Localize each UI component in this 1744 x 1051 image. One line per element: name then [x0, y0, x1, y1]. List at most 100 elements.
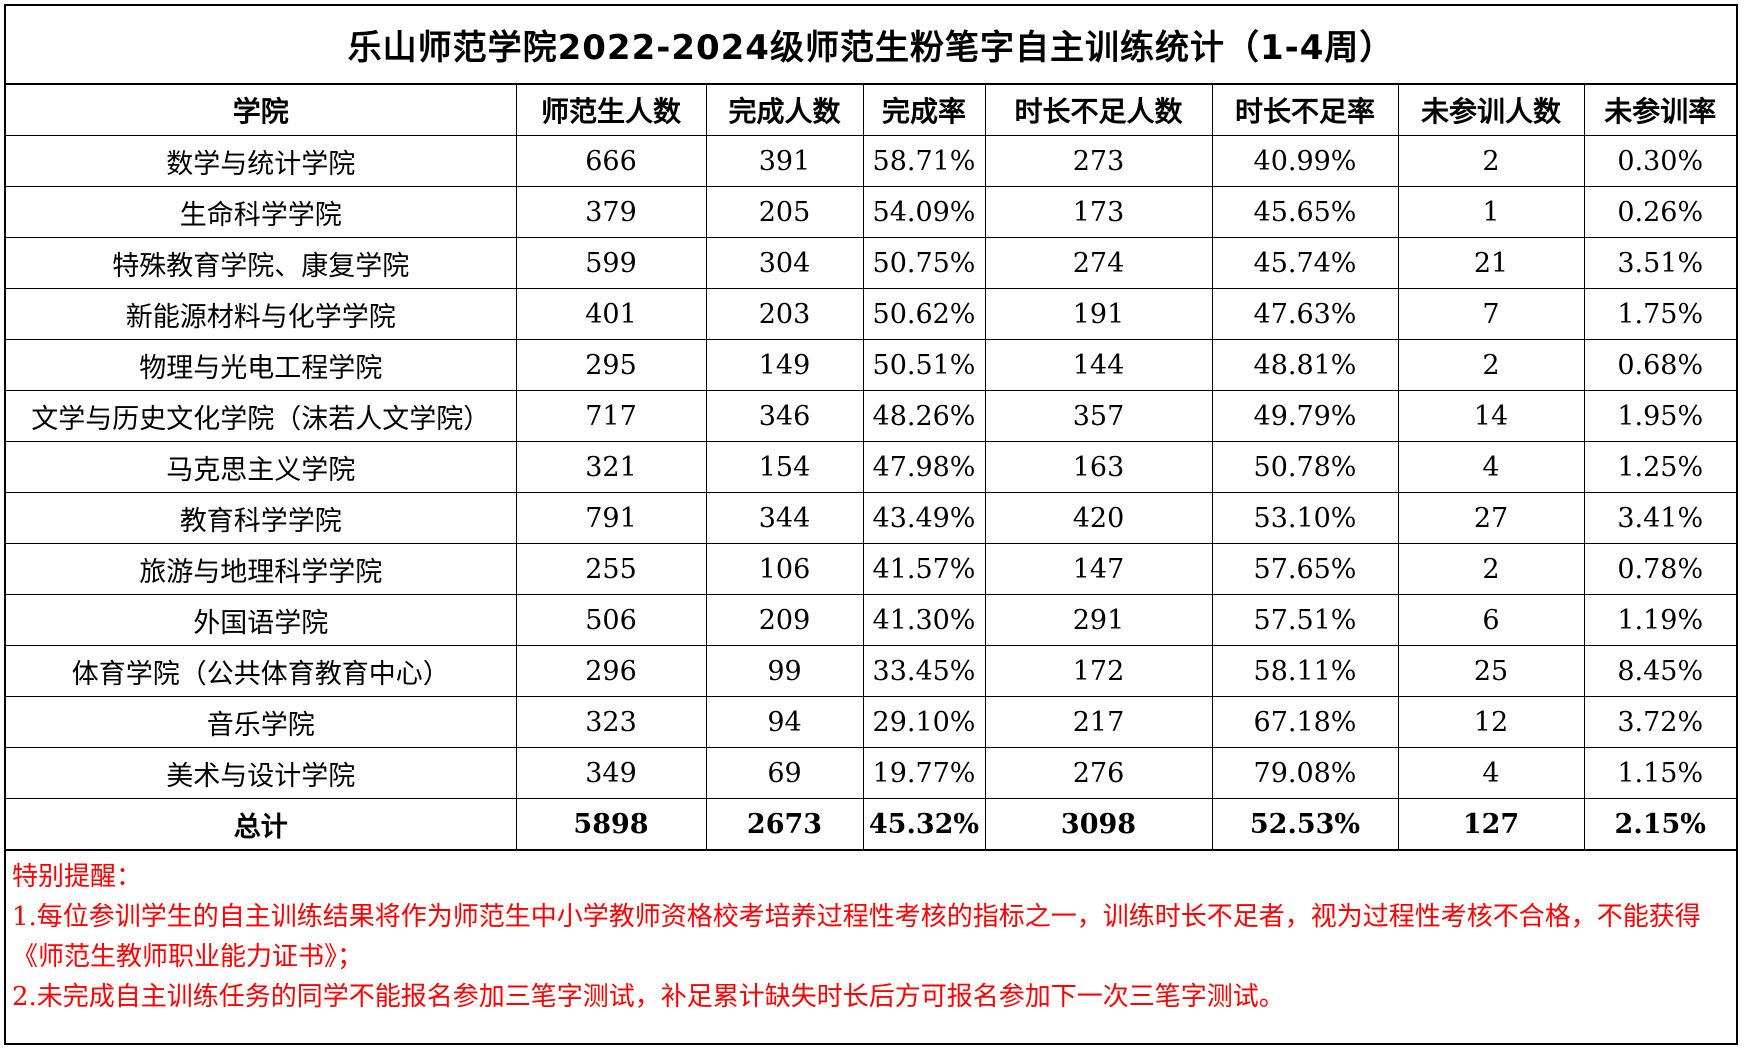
- absent-rate-cell: 3.41%: [1584, 492, 1736, 544]
- insufficient-rate-cell: 49.79%: [1212, 390, 1399, 442]
- completion-rate-cell: 19.77%: [863, 747, 986, 799]
- absent-count-cell: 1: [1398, 186, 1585, 238]
- total-label: 总计: [6, 798, 517, 851]
- absent-count-cell: 7: [1398, 288, 1585, 340]
- table-body: 数学与统计学院 666 391 58.71% 273 40.99% 2 0.30% 生命科学学院…: [6, 135, 1736, 799]
- insufficient-rate-cell: 58.11%: [1212, 645, 1399, 697]
- insufficient-count-cell: 144: [985, 339, 1213, 391]
- college-name-cell: 生命科学学院: [6, 186, 517, 238]
- table-row: 生命科学学院 379 205 54.09% 173 45.65% 1 0.26%: [6, 186, 1736, 238]
- absent-count-cell: 2: [1398, 339, 1585, 391]
- total-completion-rate: 45.32%: [863, 798, 986, 851]
- insufficient-count-cell: 274: [985, 237, 1213, 289]
- student-count-cell: 321: [516, 441, 707, 493]
- completion-rate-cell: 48.26%: [863, 390, 986, 442]
- header-college: 学院: [6, 85, 517, 136]
- absent-rate-cell: 3.72%: [1584, 696, 1736, 748]
- absent-rate-cell: 8.45%: [1584, 645, 1736, 697]
- completed-count-cell: 69: [706, 747, 864, 799]
- absent-rate-cell: 1.15%: [1584, 747, 1736, 799]
- insufficient-rate-cell: 57.51%: [1212, 594, 1399, 646]
- college-name-cell: 新能源材料与化学学院: [6, 288, 517, 340]
- completed-count-cell: 209: [706, 594, 864, 646]
- absent-count-cell: 21: [1398, 237, 1585, 289]
- header-insufficient-rate: 时长不足率: [1212, 85, 1399, 136]
- college-name-cell: 马克思主义学院: [6, 441, 517, 493]
- total-completed-count: 2673: [706, 798, 864, 851]
- insufficient-count-cell: 191: [985, 288, 1213, 340]
- notice-item-2: 2.未完成自主训练任务的同学不能报名参加三笔字测试，补足累计缺失时长后方可报名参…: [12, 982, 1285, 1012]
- table-row: 物理与光电工程学院 295 149 50.51% 144 48.81% 2 0.68%: [6, 339, 1736, 391]
- completed-count-cell: 203: [706, 288, 864, 340]
- completion-rate-cell: 50.51%: [863, 339, 986, 391]
- insufficient-count-cell: 217: [985, 696, 1213, 748]
- completion-rate-cell: 47.98%: [863, 441, 986, 493]
- table-row: 文学与历史文化学院（沫若人文学院） 717 346 48.26% 357 49.79% 14…: [6, 390, 1736, 442]
- completion-rate-cell: 54.09%: [863, 186, 986, 238]
- total-row: 总计 5898 2673 45.32% 3098 52.53% 127 2.15…: [6, 798, 1736, 851]
- completed-count-cell: 99: [706, 645, 864, 697]
- student-count-cell: 379: [516, 186, 707, 238]
- insufficient-rate-cell: 47.63%: [1212, 288, 1399, 340]
- absent-count-cell: 4: [1398, 747, 1585, 799]
- insufficient-count-cell: 163: [985, 441, 1213, 493]
- completed-count-cell: 149: [706, 339, 864, 391]
- insufficient-rate-cell: 67.18%: [1212, 696, 1399, 748]
- completed-count-cell: 154: [706, 441, 864, 493]
- completed-count-cell: 205: [706, 186, 864, 238]
- college-name-cell: 教育科学学院: [6, 492, 517, 544]
- absent-rate-cell: 0.68%: [1584, 339, 1736, 391]
- absent-rate-cell: 0.26%: [1584, 186, 1736, 238]
- college-name-cell: 体育学院（公共体育教育中心）: [6, 645, 517, 697]
- completed-count-cell: 344: [706, 492, 864, 544]
- insufficient-rate-cell: 40.99%: [1212, 135, 1399, 187]
- table-row: 旅游与地理科学学院 255 106 41.57% 147 57.65% 2 0.78%: [6, 543, 1736, 595]
- completion-rate-cell: 33.45%: [863, 645, 986, 697]
- absent-rate-cell: 1.25%: [1584, 441, 1736, 493]
- absent-count-cell: 25: [1398, 645, 1585, 697]
- table-row: 教育科学学院 791 344 43.49% 420 53.10% 27 3.41%: [6, 492, 1736, 544]
- completion-rate-cell: 29.10%: [863, 696, 986, 748]
- college-name-cell: 音乐学院: [6, 696, 517, 748]
- insufficient-rate-cell: 45.74%: [1212, 237, 1399, 289]
- total-insufficient-count: 3098: [985, 798, 1213, 851]
- table-row: 体育学院（公共体育教育中心） 296 99 33.45% 172 58.11% 25 8.45…: [6, 645, 1736, 697]
- insufficient-count-cell: 357: [985, 390, 1213, 442]
- notice-item-1: 1.每位参训学生的自主训练结果将作为师范生中小学教师资格校考培养过程性考核的指标…: [12, 902, 1701, 972]
- completion-rate-cell: 50.75%: [863, 237, 986, 289]
- student-count-cell: 255: [516, 543, 707, 595]
- insufficient-rate-cell: 45.65%: [1212, 186, 1399, 238]
- header-absent-count: 未参训人数: [1398, 85, 1585, 136]
- total-insufficient-rate: 52.53%: [1212, 798, 1399, 851]
- absent-count-cell: 14: [1398, 390, 1585, 442]
- college-name-cell: 文学与历史文化学院（沫若人文学院）: [6, 390, 517, 442]
- student-count-cell: 296: [516, 645, 707, 697]
- college-name-cell: 旅游与地理科学学院: [6, 543, 517, 595]
- absent-rate-cell: 3.51%: [1584, 237, 1736, 289]
- absent-rate-cell: 1.95%: [1584, 390, 1736, 442]
- college-name-cell: 外国语学院: [6, 594, 517, 646]
- student-count-cell: 401: [516, 288, 707, 340]
- header-insufficient-count: 时长不足人数: [985, 85, 1213, 136]
- insufficient-count-cell: 173: [985, 186, 1213, 238]
- insufficient-count-cell: 172: [985, 645, 1213, 697]
- total-student-count: 5898: [516, 798, 707, 851]
- absent-rate-cell: 0.30%: [1584, 135, 1736, 187]
- table-row: 音乐学院 323 94 29.10% 217 67.18% 12 3.72%: [6, 696, 1736, 748]
- insufficient-rate-cell: 57.65%: [1212, 543, 1399, 595]
- absent-count-cell: 6: [1398, 594, 1585, 646]
- student-count-cell: 666: [516, 135, 707, 187]
- insufficient-count-cell: 291: [985, 594, 1213, 646]
- total-absent-rate: 2.15%: [1584, 798, 1736, 851]
- completed-count-cell: 304: [706, 237, 864, 289]
- absent-count-cell: 4: [1398, 441, 1585, 493]
- notice-heading: 特别提醒：: [12, 862, 143, 892]
- completion-rate-cell: 43.49%: [863, 492, 986, 544]
- absent-count-cell: 2: [1398, 135, 1585, 187]
- student-count-cell: 323: [516, 696, 707, 748]
- header-completed-count: 完成人数: [706, 85, 864, 136]
- statistics-sheet: 乐山师范学院2022-2024级师范生粉笔字自主训练统计（1-4周） 学院 师范…: [4, 4, 1738, 1045]
- absent-rate-cell: 1.19%: [1584, 594, 1736, 646]
- college-name-cell: 美术与设计学院: [6, 747, 517, 799]
- insufficient-count-cell: 273: [985, 135, 1213, 187]
